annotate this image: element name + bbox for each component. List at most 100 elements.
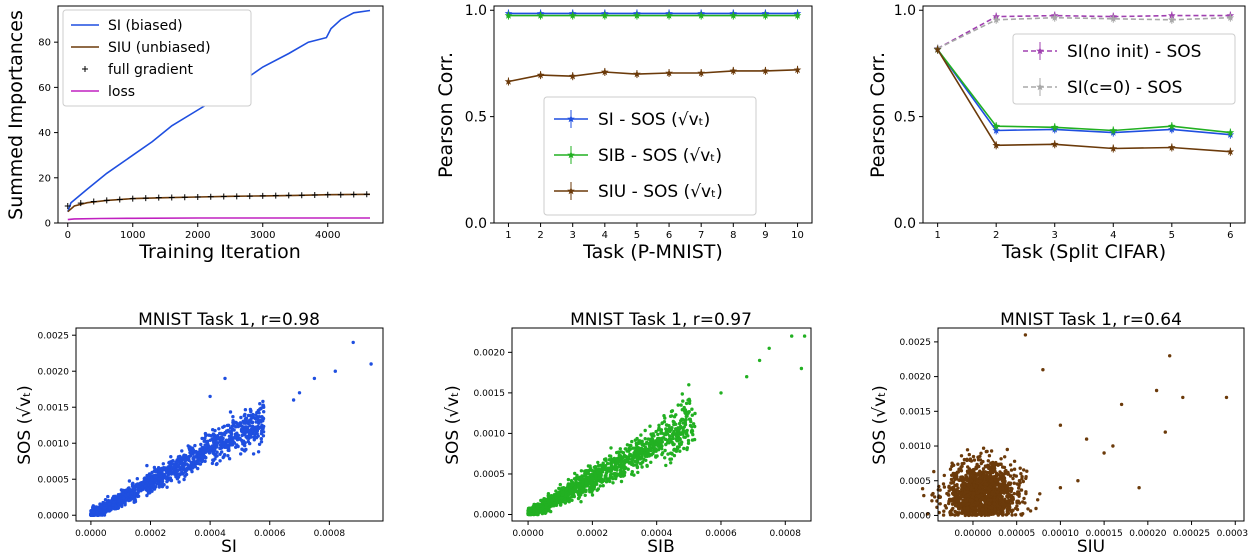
scatter-point <box>678 449 682 453</box>
scatter-point <box>672 431 676 435</box>
scatter-point <box>978 479 982 483</box>
y-tick-label: 0.0005 <box>900 477 932 487</box>
scatter-point <box>646 452 650 456</box>
scatter-point <box>178 454 182 459</box>
scatter-point <box>123 501 127 505</box>
scatter-point <box>962 482 967 486</box>
scatter-point <box>230 427 235 431</box>
scatter-point <box>623 454 628 458</box>
scatter-point <box>576 476 580 481</box>
scatter-point <box>980 489 984 493</box>
series-line-si-noinit <box>937 14 1231 50</box>
data-point-marker <box>1050 140 1059 148</box>
scatter-point <box>224 429 229 433</box>
scatter-point <box>135 494 140 499</box>
scatter-point <box>120 489 125 493</box>
panel-summed-importances: 0 1000 2000 3000 4000 0 20 40 60 80 SI (biased) SIU… <box>5 5 384 263</box>
scatter-point <box>656 444 660 448</box>
scatter-point <box>1000 507 1005 511</box>
scatter-point <box>971 468 975 472</box>
scatter-point <box>566 482 571 486</box>
scatter-point <box>103 498 108 502</box>
scatter-point <box>964 494 968 498</box>
scatter-point <box>258 402 262 406</box>
scatter-point <box>689 419 693 424</box>
scatter-point <box>259 437 263 441</box>
scatter-point <box>965 448 970 452</box>
scatter-point <box>155 482 159 486</box>
x-tick-label: 7 <box>698 230 704 241</box>
legend-marker <box>567 187 575 195</box>
scatter-point <box>933 495 937 499</box>
scatter-point <box>559 487 563 492</box>
data-point-marker <box>633 11 641 19</box>
scatter-point <box>165 485 169 489</box>
scatter-point <box>242 414 246 418</box>
series-line-sib <box>936 49 1231 134</box>
scatter-point <box>1010 487 1014 491</box>
scatter-point <box>99 504 104 509</box>
scatter-point <box>1119 402 1124 407</box>
scatter-point <box>529 506 533 510</box>
scatter-point <box>291 398 296 402</box>
scatter-point <box>1009 468 1014 472</box>
scatter-point <box>980 485 984 489</box>
scatter-point <box>953 504 958 508</box>
scatter-point <box>147 476 151 480</box>
scatter-point <box>952 500 956 504</box>
scatter-point <box>182 464 186 468</box>
scatter-point <box>984 486 988 490</box>
data-point-marker <box>1050 123 1059 131</box>
scatter-point <box>221 425 225 429</box>
scatter-point <box>157 477 162 481</box>
scatter-point <box>212 440 216 444</box>
scatter-point <box>541 505 545 510</box>
scatter-point <box>1028 509 1033 513</box>
full-gradient-marker <box>259 192 266 199</box>
scatter-point <box>977 508 981 512</box>
scatter-point <box>145 463 149 468</box>
scatter-point <box>659 443 663 447</box>
scatter-point <box>1012 481 1016 485</box>
full-gradient-marker <box>168 194 175 201</box>
x-tick-label: 4 <box>602 230 608 241</box>
scatter-point <box>183 474 187 478</box>
y-tick-label: 60 <box>38 83 51 94</box>
scatter-point <box>176 463 181 468</box>
scatter-point <box>974 465 978 469</box>
scatter-point <box>143 484 147 488</box>
scatter-point <box>989 479 993 483</box>
data-point-marker <box>729 66 738 75</box>
scatter-point <box>669 461 673 465</box>
scatter-point <box>1041 368 1045 372</box>
scatter-point <box>632 453 637 458</box>
scatter-point <box>638 441 642 445</box>
full-gradient-marker <box>298 192 305 199</box>
legend-label: SI(c=0) - SOS <box>1067 78 1182 98</box>
x-tick-label: 0.0000 <box>512 529 544 539</box>
panel-cifar-correlation: 1 2 3 4 5 6 0.0 0.5 1.0 SI(no init) - SOS SI(c=0) … <box>867 3 1246 263</box>
scatter-point <box>102 509 106 514</box>
scatter-point <box>1034 506 1038 511</box>
scatter-point <box>983 464 988 468</box>
scatter-point <box>1102 451 1106 455</box>
series-line-loss <box>67 217 370 221</box>
scatter-point <box>672 420 676 425</box>
full-gradient-marker <box>77 200 84 207</box>
scatter-point <box>988 506 992 510</box>
scatter-point <box>692 437 697 442</box>
legend: SI - SOS (√vₜ) SIB - SOS (√vₜ) SIU - SOS (… <box>543 96 757 216</box>
scatter-point <box>558 503 563 507</box>
scatter-point <box>1005 499 1010 503</box>
scatter-point <box>609 446 613 450</box>
scatter-point <box>555 496 559 500</box>
scatter-point <box>992 498 997 502</box>
scatter-point <box>953 471 957 476</box>
scatter-point <box>979 461 983 466</box>
scatter-point <box>942 509 946 513</box>
data-point-marker <box>992 141 1000 149</box>
legend-marker <box>82 66 88 72</box>
scatter-point <box>228 410 233 414</box>
full-gradient-marker <box>155 194 162 201</box>
scatter-point <box>196 466 200 471</box>
